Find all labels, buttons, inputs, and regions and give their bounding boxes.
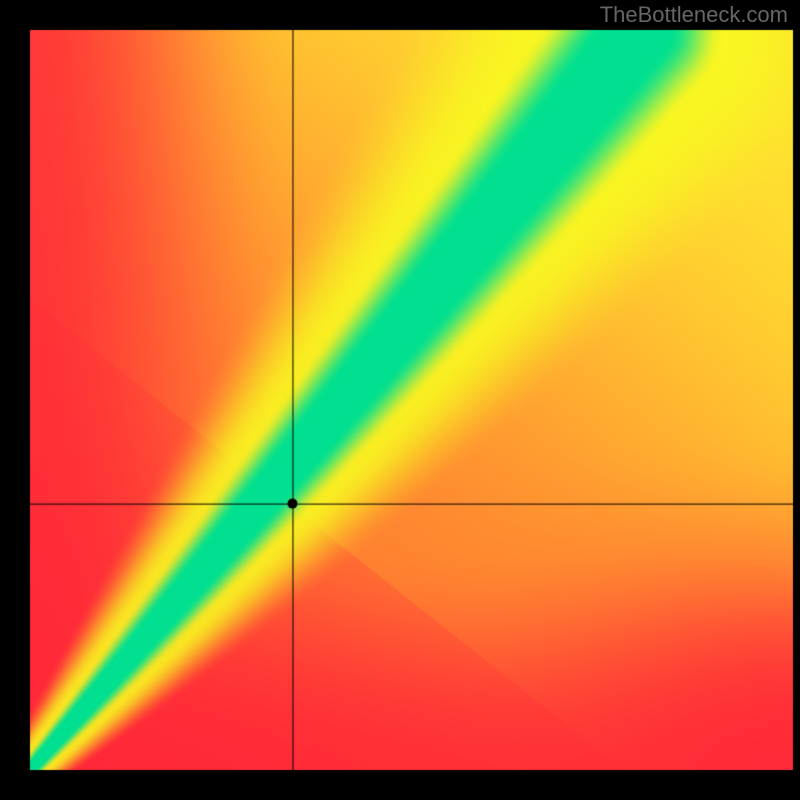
chart-container: TheBottleneck.com [0,0,800,800]
heatmap-canvas [0,0,800,800]
watermark-text: TheBottleneck.com [600,2,788,28]
